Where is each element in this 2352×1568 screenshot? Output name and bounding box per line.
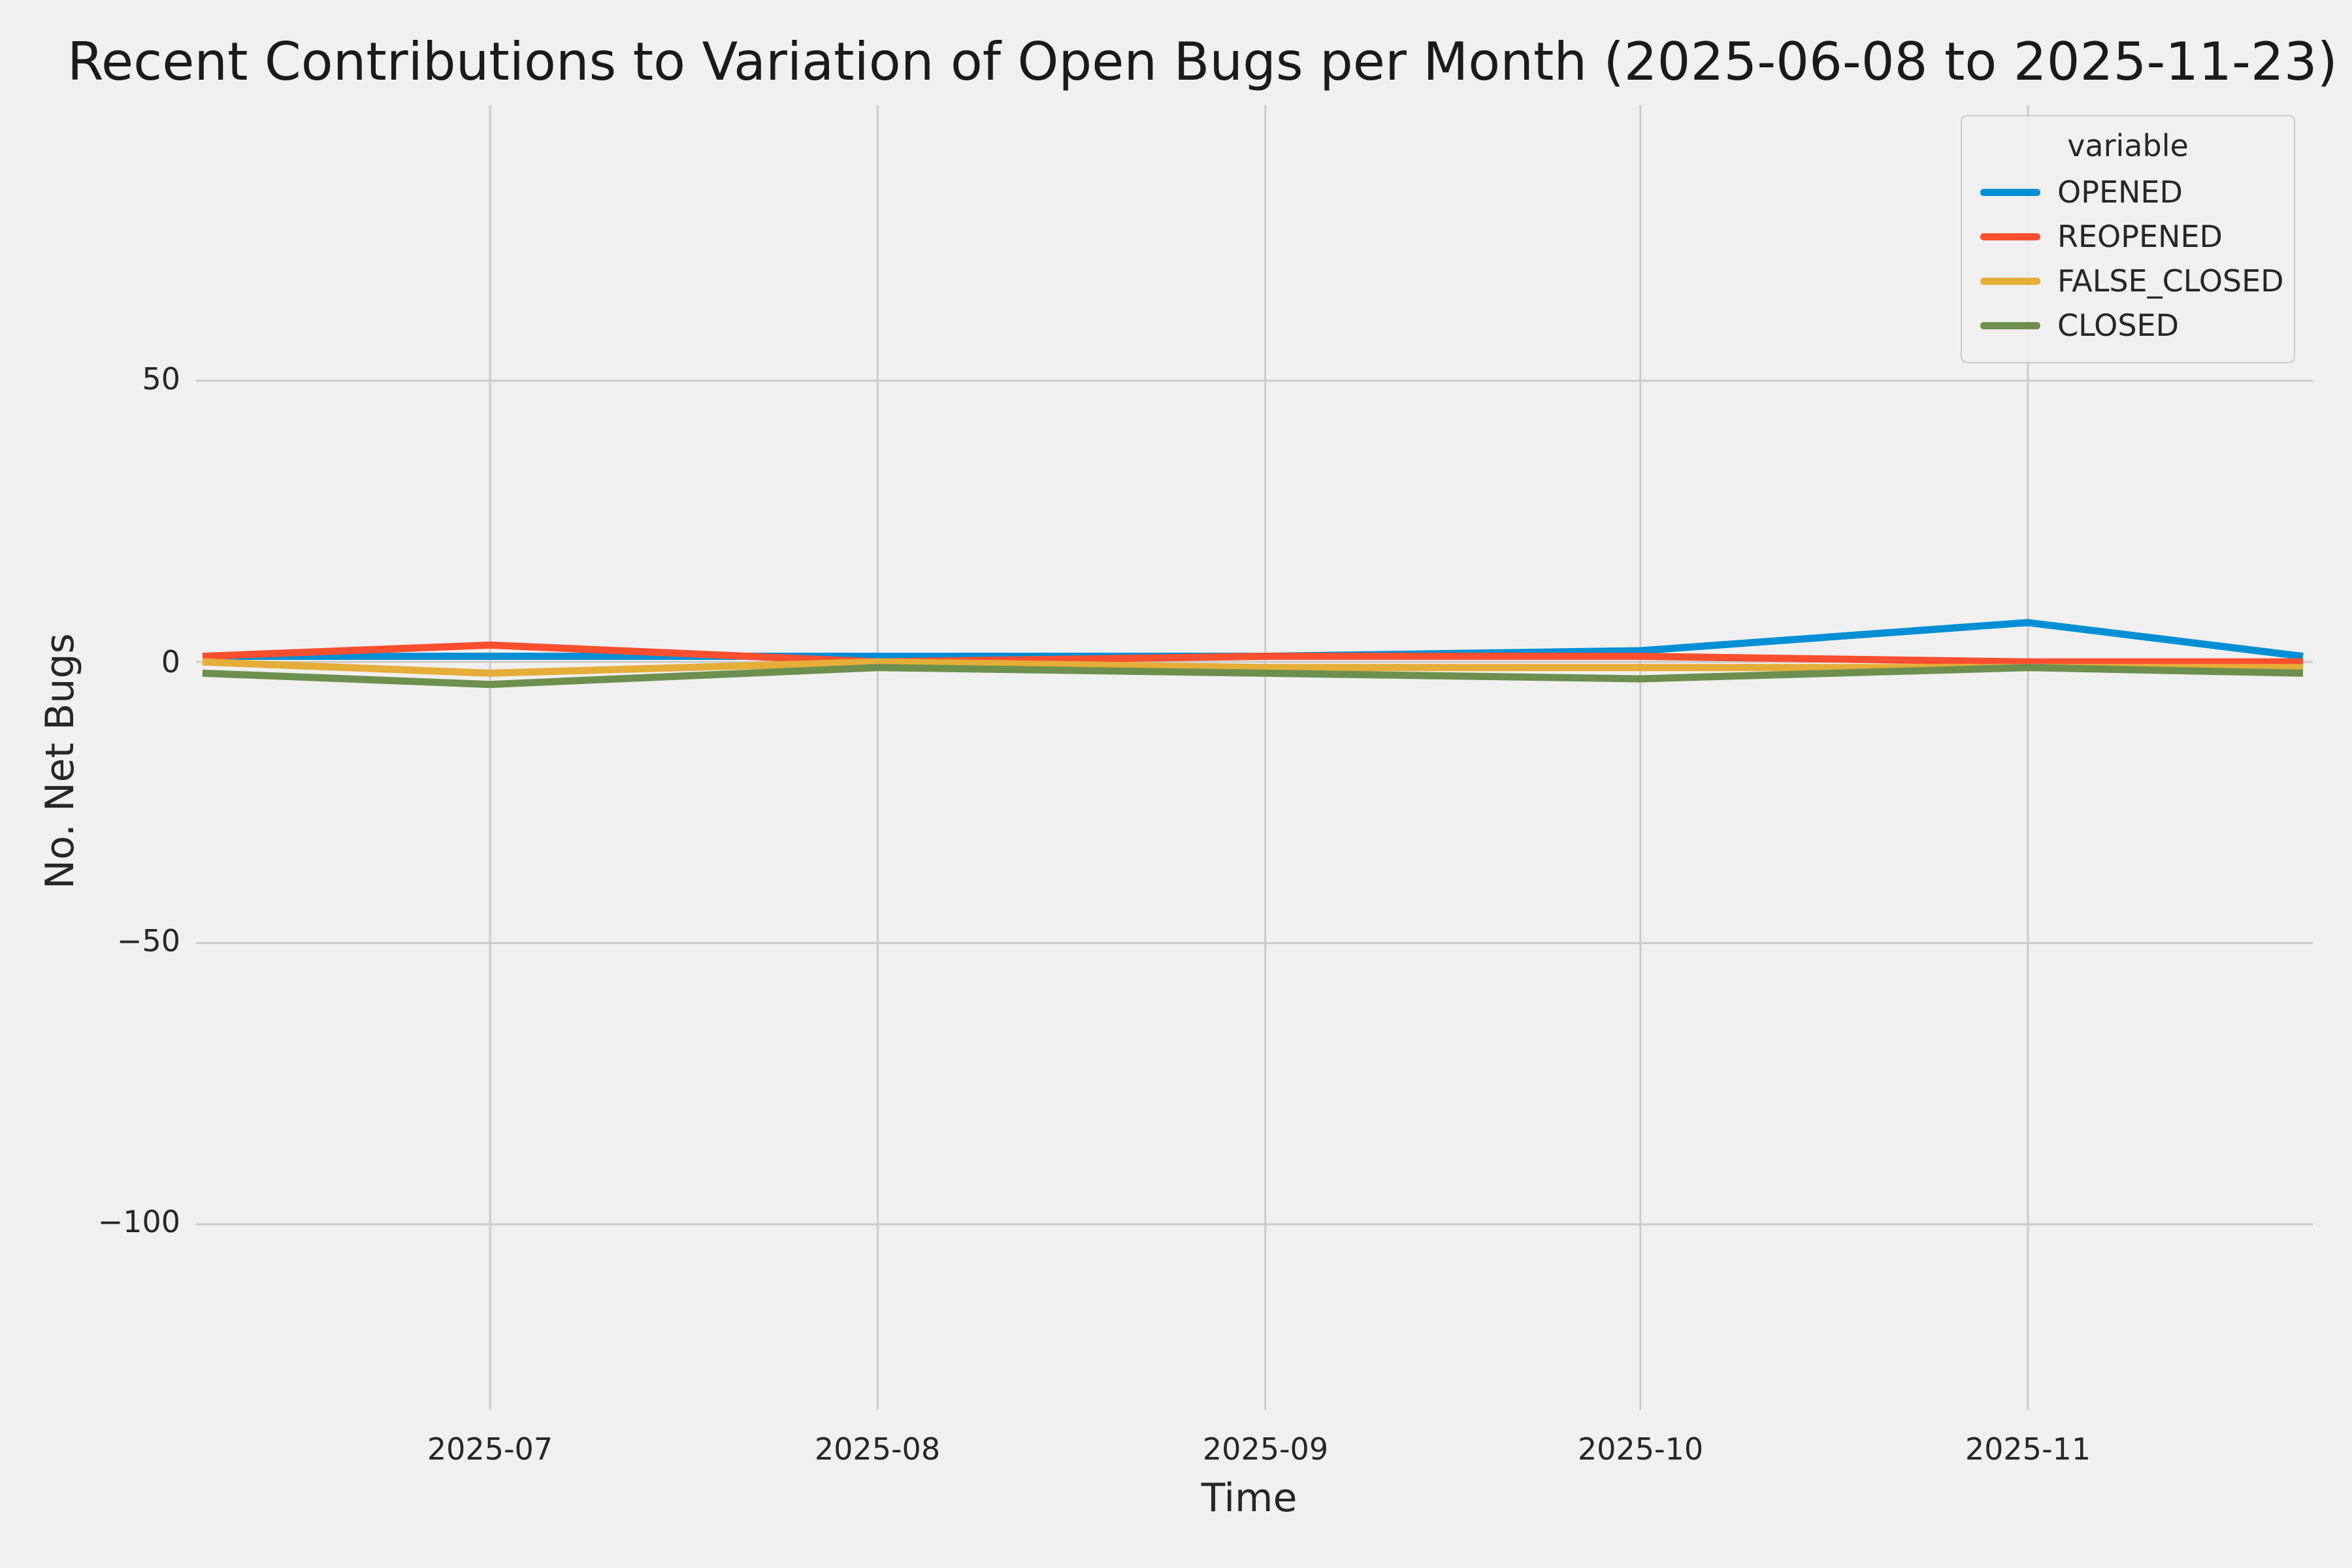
y-axis-label: No. Net Bugs <box>37 633 83 889</box>
y-tick-label: 0 <box>161 644 180 679</box>
legend-label: REOPENED <box>2057 219 2223 254</box>
legend-entry-reopened: REOPENED <box>1980 214 2276 259</box>
y-tick-label: −100 <box>97 1204 180 1239</box>
legend-entry-false-closed: FALSE_CLOSED <box>1980 259 2284 303</box>
legend-label: FALSE_CLOSED <box>2057 263 2284 299</box>
chart-series-lines <box>202 619 2304 689</box>
series-line-closed <box>202 664 2304 689</box>
legend-title: variable <box>2067 128 2189 163</box>
legend-line-swatch-false-closed <box>1980 277 2040 285</box>
x-tick-label: 2025-09 <box>1202 1431 1329 1467</box>
legend-label: CLOSED <box>2057 308 2179 343</box>
gridlines <box>196 105 2313 1410</box>
series-line-reopened <box>202 641 2303 666</box>
y-tick-label: 50 <box>142 361 180 397</box>
legend-line-swatch-reopened <box>1980 233 2040 240</box>
x-tick-label: 2025-07 <box>427 1431 553 1467</box>
chart-title: Recent Contributions to Variation of Ope… <box>67 31 2338 92</box>
legend-line-swatch-opened <box>1980 188 2040 196</box>
legend: variable OPENED REOPENED FALSE_CLOSED CL… <box>1961 115 2295 363</box>
legend-line-swatch-closed <box>1980 321 2040 329</box>
legend-label: OPENED <box>2057 174 2183 210</box>
x-axis-label: Time <box>1201 1475 1298 1521</box>
series-line-opened <box>203 619 2304 661</box>
y-tick-label: −50 <box>116 923 180 958</box>
x-tick-label: 2025-10 <box>1577 1431 1704 1467</box>
legend-entry-opened: OPENED <box>1980 170 2276 214</box>
x-tick-label: 2025-08 <box>814 1431 941 1467</box>
x-tick-label: 2025-11 <box>1965 1431 2091 1467</box>
legend-entry-closed: CLOSED <box>1980 303 2276 348</box>
